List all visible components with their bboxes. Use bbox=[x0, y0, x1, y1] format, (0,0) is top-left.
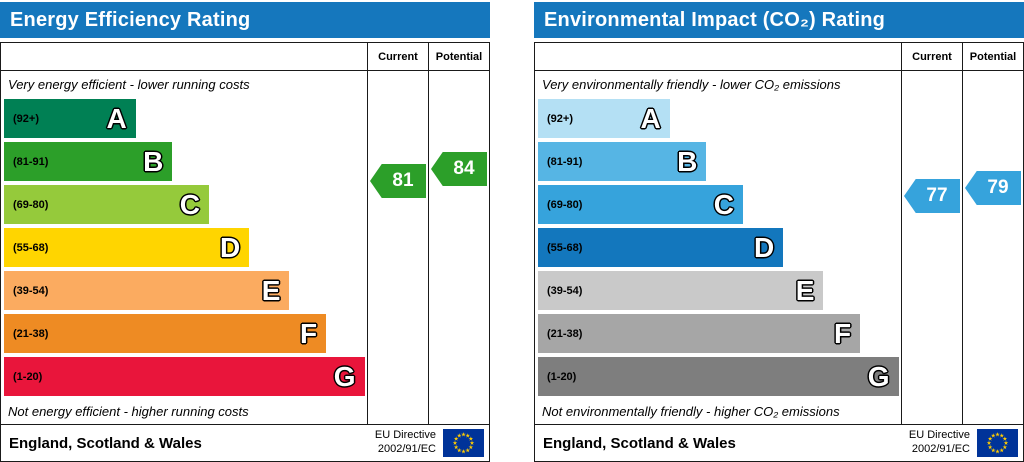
band-range-label: (39-54) bbox=[547, 284, 583, 297]
band-bar-g: (1-20) G bbox=[4, 357, 365, 396]
band-bar-f: (21-38) F bbox=[538, 314, 861, 353]
energy-bands-area: Very energy efficient - lower running co… bbox=[1, 43, 367, 424]
band-bar-d: (55-68) D bbox=[538, 228, 784, 267]
band-range-label: (69-80) bbox=[547, 198, 583, 211]
band-row-d: (55-68) D bbox=[535, 226, 901, 269]
band-letter: A bbox=[640, 102, 661, 134]
band-range-label: (81-91) bbox=[13, 155, 49, 168]
environmental-rating-table: Very environmentally friendly - lower CO… bbox=[534, 42, 1024, 425]
band-bar-d: (55-68) D bbox=[4, 228, 250, 267]
band-bar-g: (1-20) G bbox=[538, 357, 899, 396]
band-bar-e: (39-54) E bbox=[4, 271, 290, 310]
current-rating-arrow: 77 bbox=[904, 179, 960, 213]
band-row-a: (92+) A bbox=[535, 97, 901, 140]
environmental-header-spacer bbox=[535, 43, 901, 71]
eu-directive-line1: EU Directive bbox=[374, 429, 436, 442]
band-bar-e: (39-54) E bbox=[538, 271, 824, 310]
environmental-chart-title: Environmental Impact (CO₂) Rating bbox=[544, 8, 886, 31]
band-letter: B bbox=[677, 145, 698, 177]
potential-column: Potential 79 bbox=[962, 43, 1023, 424]
band-row-f: (21-38) F bbox=[535, 312, 901, 355]
current-column: Current 77 bbox=[901, 43, 962, 424]
current-column-header: Current bbox=[368, 43, 428, 71]
band-row-b: (81-91) B bbox=[1, 140, 367, 183]
band-letter: C bbox=[179, 188, 200, 220]
eu-flag-icon bbox=[977, 429, 1018, 457]
band-range-label: (69-80) bbox=[13, 198, 49, 211]
band-letter: E bbox=[795, 274, 815, 306]
eu-directive-line2: 2002/91/EC bbox=[911, 443, 970, 455]
energy-chart-title: Energy Efficiency Rating bbox=[10, 8, 251, 31]
band-row-g: (1-20) G bbox=[1, 355, 367, 398]
energy-header-spacer bbox=[1, 43, 367, 71]
band-letter: C bbox=[713, 188, 734, 220]
band-row-e: (39-54) E bbox=[535, 269, 901, 312]
band-letter: B bbox=[143, 145, 164, 177]
potential-rating-arrow: 79 bbox=[965, 171, 1021, 205]
environmental-impact-chart: Environmental Impact (CO₂) Rating Very e… bbox=[534, 2, 1024, 462]
potential-column-header: Potential bbox=[429, 43, 489, 71]
band-row-b: (81-91) B bbox=[535, 140, 901, 183]
band-range-label: (1-20) bbox=[547, 370, 577, 383]
environmental-top-note: Very environmentally friendly - lower CO… bbox=[542, 76, 841, 92]
eu-directive-label: EU Directive 2002/91/EC bbox=[375, 429, 436, 457]
energy-rating-table: Very energy efficient - lower running co… bbox=[0, 42, 490, 425]
potential-rating-arrow: 84 bbox=[431, 152, 487, 186]
energy-bands-list: (92+) A (81-91) B (69-80) C (55-68) D (39-54) E (2… bbox=[1, 97, 367, 398]
band-bar-c: (69-80) C bbox=[538, 185, 743, 224]
band-letter: A bbox=[106, 102, 127, 134]
current-column-header: Current bbox=[902, 43, 962, 71]
band-letter: G bbox=[867, 360, 890, 392]
current-column: Current 81 bbox=[367, 43, 428, 424]
band-range-label: (81-91) bbox=[547, 155, 583, 168]
band-bar-a: (92+) A bbox=[4, 99, 136, 138]
band-row-d: (55-68) D bbox=[1, 226, 367, 269]
band-bar-a: (92+) A bbox=[538, 99, 670, 138]
band-bar-c: (69-80) C bbox=[4, 185, 209, 224]
energy-bottom-note: Not energy efficient - higher running co… bbox=[8, 403, 249, 419]
region-label: England, Scotland & Wales bbox=[543, 434, 736, 452]
region-label: England, Scotland & Wales bbox=[9, 434, 202, 452]
band-row-a: (92+) A bbox=[1, 97, 367, 140]
band-row-f: (21-38) F bbox=[1, 312, 367, 355]
potential-column-header: Potential bbox=[963, 43, 1023, 71]
environmental-bottom-note: Not environmentally friendly - higher CO… bbox=[542, 403, 840, 419]
environmental-bands-area: Very environmentally friendly - lower CO… bbox=[535, 43, 901, 424]
band-row-c: (69-80) C bbox=[1, 183, 367, 226]
band-letter: G bbox=[333, 360, 356, 392]
eu-directive-line1: EU Directive bbox=[908, 429, 970, 442]
band-range-label: (92+) bbox=[547, 112, 573, 125]
band-letter: F bbox=[299, 317, 318, 349]
eu-flag-icon bbox=[443, 429, 484, 457]
band-bar-b: (81-91) B bbox=[4, 142, 173, 181]
band-letter: F bbox=[833, 317, 852, 349]
potential-column: Potential 84 bbox=[428, 43, 489, 424]
band-row-c: (69-80) C bbox=[535, 183, 901, 226]
eu-directive-line2: 2002/91/EC bbox=[377, 443, 436, 455]
band-row-e: (39-54) E bbox=[1, 269, 367, 312]
environmental-title-bar: Environmental Impact (CO₂) Rating bbox=[534, 2, 1024, 38]
energy-title-bar: Energy Efficiency Rating bbox=[0, 2, 490, 38]
band-range-label: (21-38) bbox=[547, 327, 583, 340]
environmental-chart-footer: England, Scotland & Wales EU Directive 20… bbox=[534, 425, 1024, 462]
band-letter: D bbox=[219, 231, 241, 263]
energy-top-note: Very energy efficient - lower running co… bbox=[8, 76, 250, 92]
band-range-label: (39-54) bbox=[13, 284, 49, 297]
environmental-bands-list: (92+) A (81-91) B (69-80) C (55-68) D (39-54) E (2… bbox=[535, 97, 901, 398]
band-letter: D bbox=[753, 231, 775, 263]
band-bar-b: (81-91) B bbox=[538, 142, 707, 181]
band-range-label: (55-68) bbox=[13, 241, 49, 254]
band-range-label: (55-68) bbox=[547, 241, 583, 254]
eu-directive-label: EU Directive 2002/91/EC bbox=[909, 429, 970, 457]
band-range-label: (21-38) bbox=[13, 327, 49, 340]
band-bar-f: (21-38) F bbox=[4, 314, 327, 353]
band-range-label: (1-20) bbox=[13, 370, 43, 383]
band-range-label: (92+) bbox=[13, 112, 39, 125]
band-row-g: (1-20) G bbox=[535, 355, 901, 398]
band-letter: E bbox=[261, 274, 281, 306]
current-rating-arrow: 81 bbox=[370, 164, 426, 198]
energy-efficiency-chart: Energy Efficiency Rating Very energy eff… bbox=[0, 2, 490, 462]
energy-chart-footer: England, Scotland & Wales EU Directive 20… bbox=[0, 425, 490, 462]
